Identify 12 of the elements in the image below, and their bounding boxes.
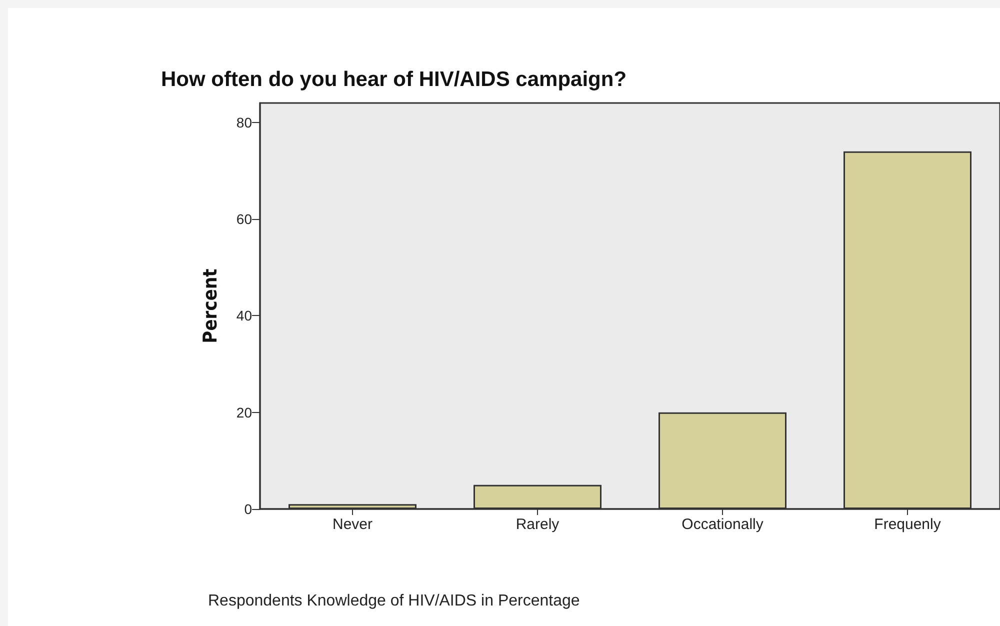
y-tick-label: 80 [236, 114, 252, 130]
x-tick-label: Frequenly [874, 516, 942, 533]
x-tick-label: Never [332, 516, 373, 533]
x-tick-label: Occationally [682, 516, 764, 533]
y-axis-title: Percent [200, 268, 222, 344]
y-tick-label: 60 [236, 211, 252, 227]
y-tick-label: 20 [236, 404, 252, 420]
text: Respondents Knowledge of HIV/AIDS in Percentage [208, 592, 580, 610]
y-tick-label: 0 [244, 501, 252, 517]
y-tick-label: 40 [236, 308, 252, 324]
x-tick-label: Rarely [516, 516, 560, 533]
chart-title: How often do you hear of HIV/AIDS campaign? [161, 68, 627, 91]
